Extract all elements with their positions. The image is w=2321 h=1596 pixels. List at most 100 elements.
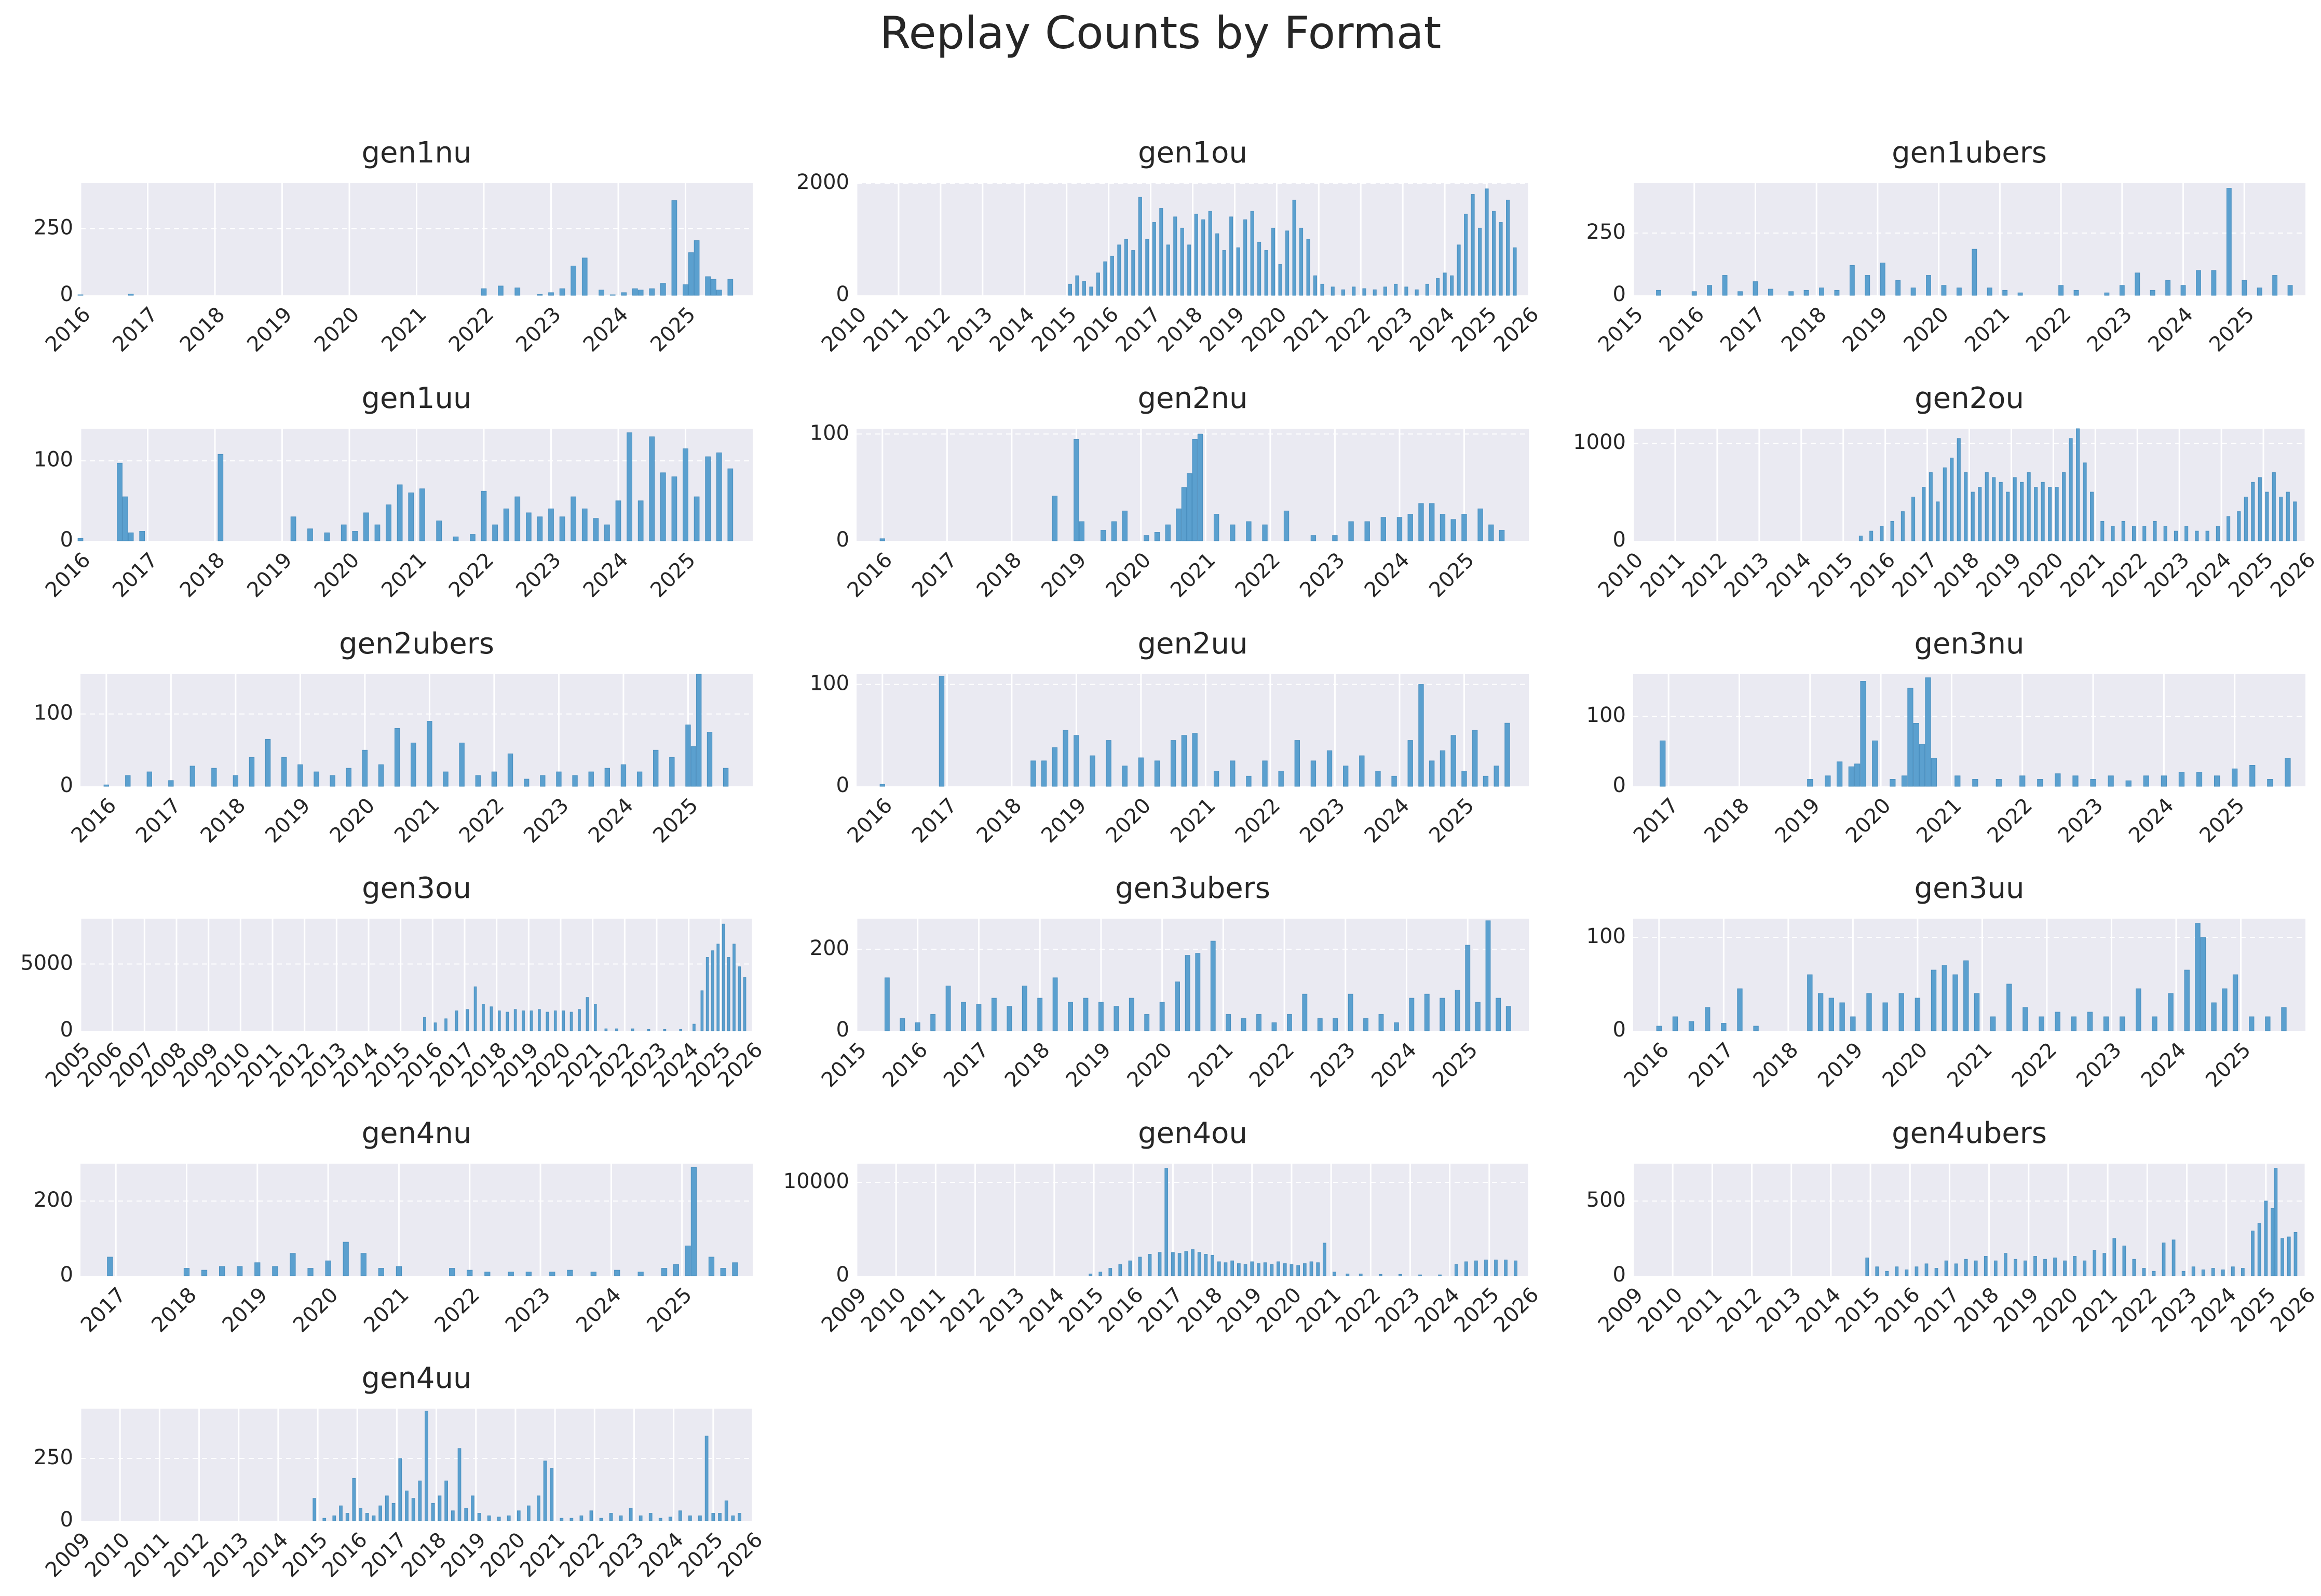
bar — [2161, 775, 2167, 787]
bar — [731, 1515, 735, 1521]
x-tick-label: 2013 — [1752, 1283, 1806, 1338]
bar — [694, 240, 700, 296]
bar — [2055, 487, 2059, 541]
bar — [1465, 945, 1471, 1031]
y-tick-label: 0 — [836, 773, 849, 797]
bar — [2242, 280, 2247, 296]
bar — [1885, 1271, 1889, 1276]
bar — [727, 468, 734, 541]
bar — [698, 1515, 702, 1521]
bar — [1195, 953, 1201, 1031]
bar — [1098, 1272, 1103, 1276]
bar — [707, 731, 713, 787]
bar — [2226, 188, 2232, 296]
bar — [394, 728, 400, 787]
bar — [2251, 482, 2255, 541]
y-tick-label: 10000 — [783, 1169, 849, 1193]
x-tick-label: 2017 — [108, 303, 162, 357]
x-tick-label: 2025 — [646, 548, 700, 603]
bar — [372, 1515, 376, 1521]
bar — [553, 1010, 557, 1031]
x-tick-label: 2022 — [1321, 303, 1376, 357]
bar — [2122, 1245, 2126, 1276]
bar — [2006, 984, 2012, 1031]
x-tick-label: 2014 — [1015, 1283, 1069, 1338]
bar — [1037, 998, 1043, 1031]
bar — [346, 768, 351, 787]
bar — [481, 288, 487, 296]
bar — [139, 530, 145, 541]
x-tick-label: 2017 — [907, 794, 962, 848]
panel-title: gen1ou — [1138, 136, 1247, 170]
bar — [1317, 1018, 1323, 1031]
bar — [1471, 194, 1475, 296]
bar — [1492, 211, 1496, 296]
bar — [1333, 1018, 1338, 1031]
bar — [1807, 779, 1813, 787]
bar — [537, 294, 543, 296]
bar — [884, 977, 890, 1031]
x-tick-label: 2009 — [817, 1283, 872, 1338]
x-tick-label: 2016 — [1870, 1283, 1925, 1338]
bar — [1138, 197, 1142, 296]
bar — [2083, 462, 2087, 541]
bar — [1418, 684, 1424, 787]
bar — [522, 1010, 525, 1031]
bar — [572, 775, 578, 787]
bar — [168, 780, 174, 787]
bar — [727, 957, 730, 1031]
x-tick-label: 2014 — [239, 1528, 293, 1583]
bar — [1348, 521, 1354, 541]
bar — [1144, 1014, 1150, 1031]
bar — [1936, 501, 1940, 541]
bar — [588, 771, 594, 787]
bar — [724, 1500, 728, 1521]
bar — [571, 496, 577, 541]
bar — [1313, 275, 1318, 296]
bar — [1250, 1261, 1254, 1276]
bar — [2258, 477, 2262, 541]
bar — [930, 1014, 936, 1031]
bar — [506, 1012, 509, 1031]
bar — [425, 1411, 428, 1521]
x-tick-label: 2016 — [1655, 303, 1709, 357]
x-tick-label: 2022 — [2007, 1038, 2062, 1093]
x-tick-label: 2026 — [2266, 1283, 2320, 1338]
x-tick-label: 2023 — [2054, 794, 2108, 848]
bar — [2039, 1016, 2044, 1031]
x-tick-label: 2011 — [1673, 1283, 1727, 1338]
bar — [1166, 244, 1170, 296]
bar — [117, 462, 123, 541]
x-tick-label: 2019 — [1037, 548, 1091, 603]
bar — [1450, 519, 1456, 541]
bar — [581, 508, 588, 541]
plot-area — [80, 1409, 753, 1521]
bar — [1478, 227, 1482, 296]
bar — [589, 1510, 593, 1521]
x-tick-label: 2023 — [519, 794, 574, 848]
bar — [1440, 514, 1446, 541]
bar — [473, 986, 477, 1031]
x-tick-label: 2018 — [1930, 548, 1984, 603]
bar — [723, 768, 729, 787]
bar — [508, 1272, 514, 1276]
x-tick-label: 2013 — [199, 1528, 253, 1583]
bar — [397, 484, 403, 541]
x-tick-label: 2022 — [1983, 794, 2038, 848]
bar — [2006, 492, 2010, 541]
bar — [1429, 760, 1435, 787]
bar — [1243, 219, 1247, 296]
bar — [1124, 239, 1128, 296]
bar — [1963, 960, 1969, 1031]
bar — [122, 496, 128, 541]
x-tick-label: 2021 — [1912, 794, 1966, 848]
x-tick-label: 2016 — [41, 548, 96, 603]
x-tick-label: 2024 — [634, 1528, 688, 1583]
bar — [449, 1268, 455, 1276]
bar — [438, 1495, 442, 1521]
panel-title: gen2uu — [1137, 627, 1247, 661]
x-tick-label: 2016 — [41, 303, 96, 357]
bar — [314, 771, 319, 787]
bar — [683, 448, 688, 541]
bar — [2249, 765, 2256, 787]
